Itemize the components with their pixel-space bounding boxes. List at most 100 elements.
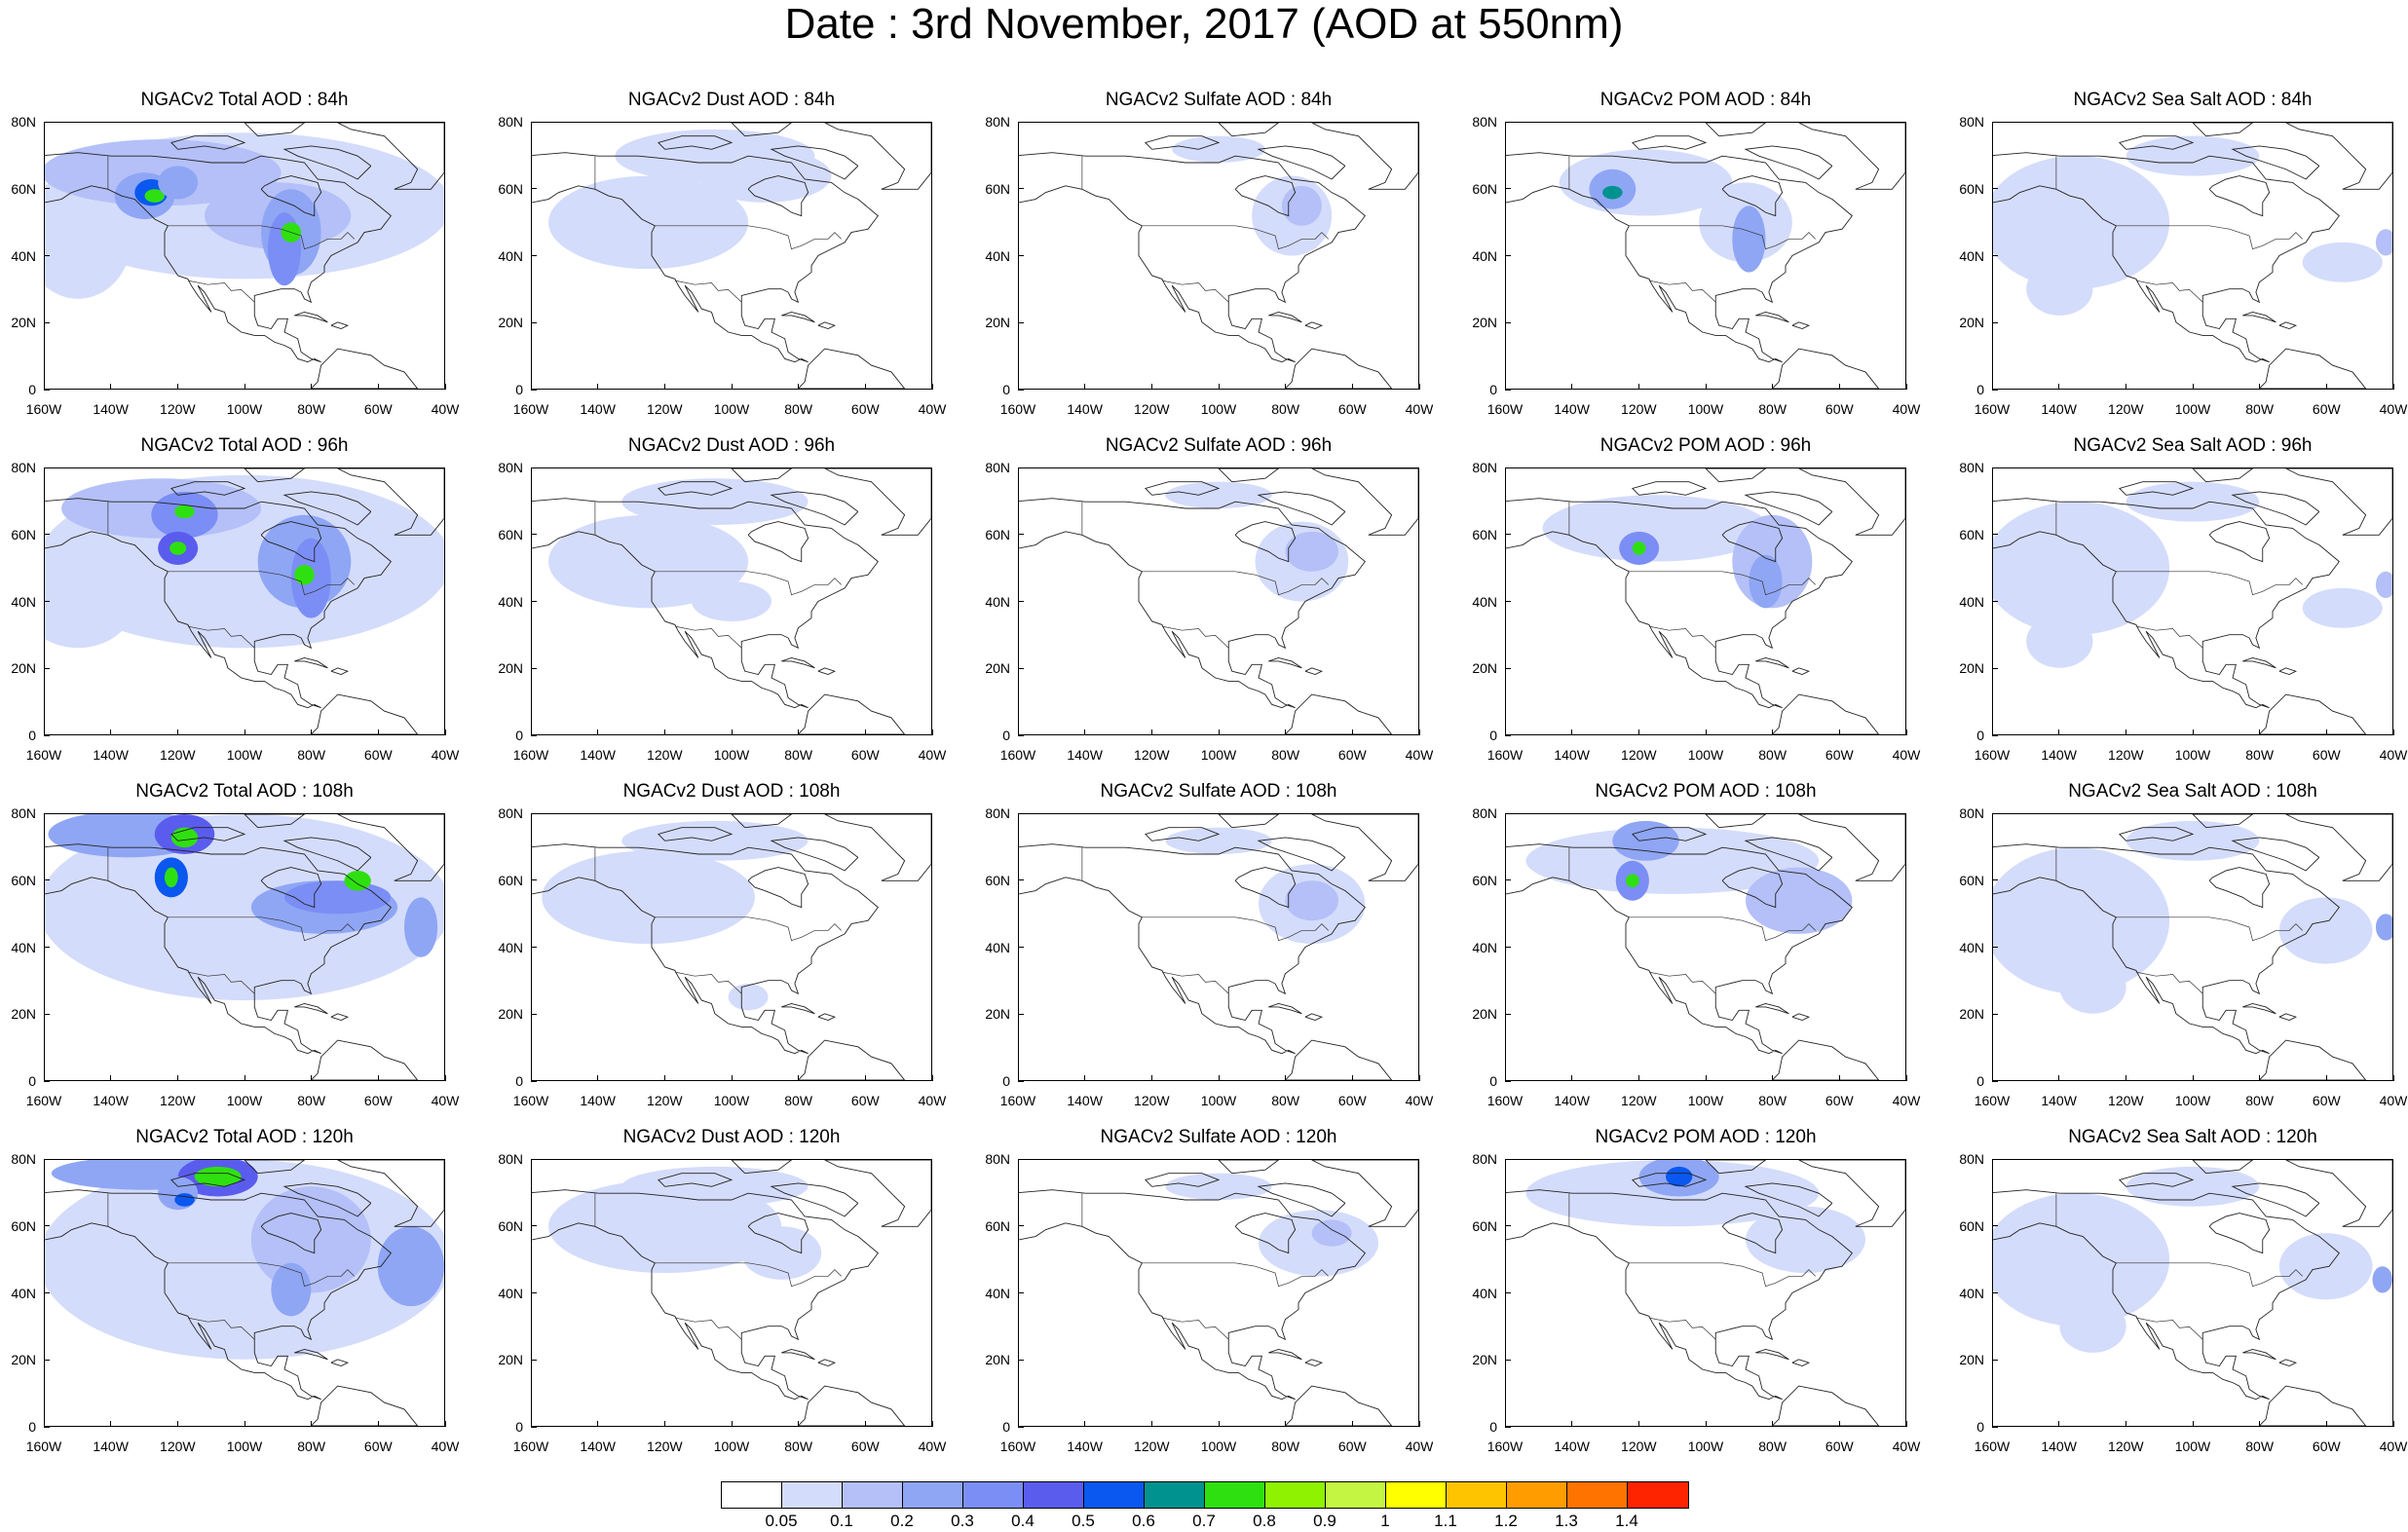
x-tick-mark <box>1351 1421 1353 1427</box>
x-tick-label: 40W <box>918 747 947 763</box>
coastline-1 <box>260 521 322 563</box>
x-tick-label: 40W <box>1405 401 1434 417</box>
colorbar-label: 0.4 <box>1011 1512 1035 1530</box>
aod-field-0 <box>1993 847 2170 994</box>
y-tick-mark <box>44 879 50 881</box>
coastline-6 <box>781 1003 815 1015</box>
coastline-7 <box>1791 321 1811 330</box>
coastline-3 <box>1257 491 1346 526</box>
map-panel-total-row-2: NGACv2 Total AOD : 108h 0 20N 40N 60N 80N 160W… <box>11 781 459 1108</box>
x-tick-mark <box>377 1421 379 1427</box>
x-tick-label: 120W <box>1134 1093 1170 1108</box>
x-tick-mark <box>597 1421 599 1427</box>
y-tick-label: 20N <box>11 1352 36 1368</box>
coastline-6 <box>1755 657 1789 669</box>
coastline-1 <box>2208 867 2271 909</box>
x-tick-mark <box>1017 1421 1019 1427</box>
x-tick-label: 120W <box>647 401 683 417</box>
coastline-3 <box>282 491 372 526</box>
coastline-6 <box>781 1349 815 1361</box>
x-tick-mark <box>2325 1421 2327 1427</box>
y-tick-label: 80N <box>11 1151 36 1167</box>
x-tick-label: 60W <box>1825 747 1854 763</box>
x-tick-label: 80W <box>1758 747 1787 763</box>
coastline-0 <box>1506 498 1853 709</box>
x-tick-mark <box>1637 1075 1639 1081</box>
panel-title: NGACv2 Sea Salt AOD : 84h <box>2073 90 2313 110</box>
y-tick-label: 40N <box>1959 939 1984 955</box>
x-tick-label: 100W <box>2174 1439 2211 1454</box>
x-tick-label: 160W <box>1486 401 1524 417</box>
y-tick-mark <box>531 947 537 948</box>
x-tick-label: 40W <box>1405 1093 1434 1108</box>
x-tick-label: 160W <box>1486 1093 1524 1108</box>
border-0 <box>2116 225 2303 250</box>
y-tick-label: 40N <box>985 939 1010 955</box>
y-tick-mark <box>1992 321 1998 323</box>
y-tick-mark <box>1018 1426 1024 1428</box>
x-tick-label: 80W <box>1758 401 1787 417</box>
y-tick-label: 80N <box>985 114 1010 130</box>
aod-field-5 <box>169 542 187 555</box>
x-tick-label: 100W <box>1687 401 1724 417</box>
x-tick-mark <box>1084 1421 1086 1427</box>
x-tick-label: 140W <box>93 747 129 763</box>
colorbar-swatch-4 <box>963 1482 1024 1508</box>
coastline-4 <box>2119 481 2195 496</box>
map-plot-area <box>1018 122 1419 390</box>
coastline-4 <box>2119 135 2195 150</box>
aod-map <box>1506 123 1905 389</box>
coastline-2 <box>824 814 931 881</box>
y-tick-mark <box>1018 1292 1024 1293</box>
map-plot-area <box>1992 122 2393 390</box>
x-tick-label: 60W <box>1825 1093 1854 1108</box>
x-tick-label: 60W <box>363 401 393 417</box>
coastline-2 <box>337 468 444 536</box>
border-0 <box>655 571 842 596</box>
y-tick-mark <box>531 321 537 323</box>
y-tick-mark <box>1992 1225 1998 1227</box>
border-0 <box>1142 916 1329 942</box>
coastline-3 <box>770 1182 859 1217</box>
aod-field-3 <box>2375 914 2392 941</box>
x-tick-mark <box>311 1075 313 1081</box>
map-panel-dust-row-2: NGACv2 Dust AOD : 108h 0 20N 40N 60N 80N 160W 1… <box>498 781 946 1108</box>
y-tick-mark <box>44 467 50 468</box>
x-tick-mark <box>597 1075 599 1081</box>
border-0 <box>1629 916 1816 942</box>
map-panel-total-row-0: NGACv2 Total AOD : 84h 0 20N 40N 60N 80N 160W 1… <box>11 90 459 417</box>
aod-field-1 <box>1285 880 1338 921</box>
coastline-7 <box>330 667 350 676</box>
x-tick-label: 60W <box>363 1093 393 1108</box>
x-tick-label: 80W <box>297 747 326 763</box>
aod-map <box>1506 1160 1905 1426</box>
x-tick-label: 140W <box>580 1439 616 1454</box>
x-tick-mark <box>377 729 379 735</box>
coastline-1 <box>1234 867 1297 909</box>
coastline-7 <box>330 321 350 330</box>
x-tick-mark <box>1571 729 1573 735</box>
x-tick-mark <box>1418 384 1420 390</box>
y-tick-label: 80N <box>11 114 36 130</box>
coastline-1 <box>747 175 809 217</box>
aod-map <box>45 814 444 1080</box>
y-tick-mark <box>44 121 50 123</box>
x-tick-mark <box>798 1075 800 1081</box>
y-tick-mark <box>1018 734 1024 736</box>
map-plot-area <box>1992 1159 2393 1427</box>
x-tick-mark <box>176 729 178 735</box>
coastline-2 <box>824 1160 931 1227</box>
x-tick-label: 160W <box>999 747 1036 763</box>
aod-field-3 <box>1746 1206 1865 1274</box>
coastline-7 <box>1791 667 1811 676</box>
y-tick-label: 60N <box>985 872 1010 888</box>
y-tick-label: 60N <box>11 526 36 542</box>
y-tick-label: 80N <box>498 460 523 475</box>
map-panel-dust-row-0: NGACv2 Dust AOD : 84h 0 20N 40N 60N 80N 160W 14… <box>498 90 946 417</box>
x-tick-mark <box>1504 1421 1506 1427</box>
aod-field-1 <box>45 179 132 299</box>
coastline-7 <box>817 667 837 676</box>
y-tick-mark <box>531 389 537 391</box>
x-tick-mark <box>1991 1421 1993 1427</box>
x-tick-label: 80W <box>784 747 813 763</box>
